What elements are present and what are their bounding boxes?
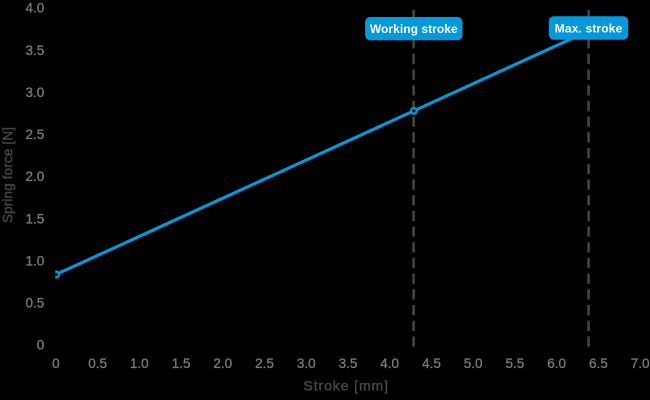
svg-text:3.0: 3.0 [26,85,45,100]
svg-text:0.5: 0.5 [88,356,107,371]
svg-text:0.5: 0.5 [26,296,45,311]
svg-text:3.5: 3.5 [339,356,358,371]
svg-text:Max. stroke: Max. stroke [555,22,623,36]
svg-text:2.5: 2.5 [255,356,274,371]
svg-text:3.5: 3.5 [26,43,45,58]
svg-text:1.0: 1.0 [130,356,149,371]
svg-text:7.0: 7.0 [631,356,650,371]
svg-text:6.5: 6.5 [589,356,608,371]
svg-text:4.0: 4.0 [380,356,399,371]
svg-text:1.5: 1.5 [172,356,191,371]
svg-text:1.5: 1.5 [26,211,45,226]
svg-text:0: 0 [52,356,60,371]
svg-text:6.0: 6.0 [547,356,566,371]
svg-text:1.0: 1.0 [26,253,45,268]
svg-text:3.0: 3.0 [297,356,316,371]
svg-text:Stroke [mm]: Stroke [mm] [304,378,389,394]
svg-text:0: 0 [37,338,45,353]
svg-text:5.5: 5.5 [506,356,525,371]
svg-text:2.0: 2.0 [26,169,45,184]
svg-text:4.0: 4.0 [26,1,45,16]
svg-text:2.5: 2.5 [26,127,45,142]
svg-text:Spring force [N]: Spring force [N] [0,127,15,223]
svg-text:Working stroke: Working stroke [370,22,458,36]
svg-text:5.0: 5.0 [464,356,483,371]
svg-text:4.5: 4.5 [422,356,441,371]
svg-text:2.0: 2.0 [213,356,232,371]
